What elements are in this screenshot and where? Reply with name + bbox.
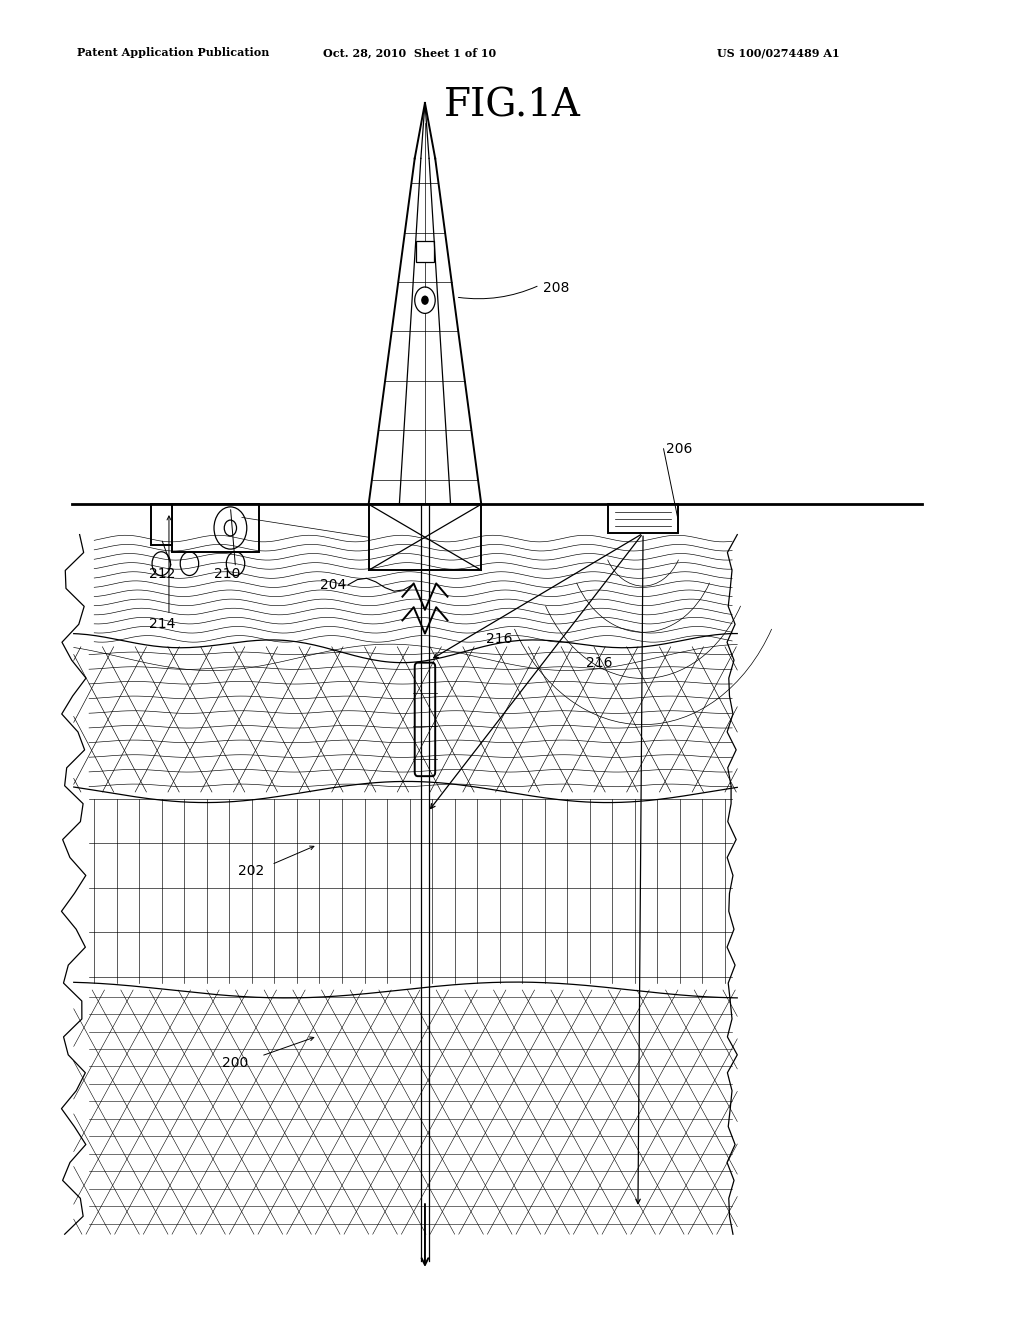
Text: Patent Application Publication: Patent Application Publication bbox=[77, 48, 269, 58]
Bar bbox=[369, 504, 481, 570]
Bar bbox=[171, 504, 258, 552]
Text: 216: 216 bbox=[586, 656, 612, 669]
Bar bbox=[152, 504, 171, 545]
Text: 208: 208 bbox=[543, 281, 569, 294]
Text: Oct. 28, 2010  Sheet 1 of 10: Oct. 28, 2010 Sheet 1 of 10 bbox=[323, 48, 497, 58]
Bar bbox=[608, 504, 678, 533]
Text: 214: 214 bbox=[148, 618, 175, 631]
Text: 200: 200 bbox=[222, 1056, 249, 1069]
Text: 210: 210 bbox=[214, 568, 241, 581]
Text: 204: 204 bbox=[319, 578, 346, 591]
Bar bbox=[416, 242, 434, 263]
Text: 202: 202 bbox=[238, 865, 264, 878]
Text: FIG.1A: FIG.1A bbox=[443, 87, 581, 124]
FancyBboxPatch shape bbox=[415, 663, 435, 776]
Circle shape bbox=[422, 296, 428, 304]
Text: 206: 206 bbox=[666, 442, 692, 455]
Text: US 100/0274489 A1: US 100/0274489 A1 bbox=[717, 48, 840, 58]
Text: 216: 216 bbox=[486, 632, 513, 645]
Text: 212: 212 bbox=[148, 568, 175, 581]
